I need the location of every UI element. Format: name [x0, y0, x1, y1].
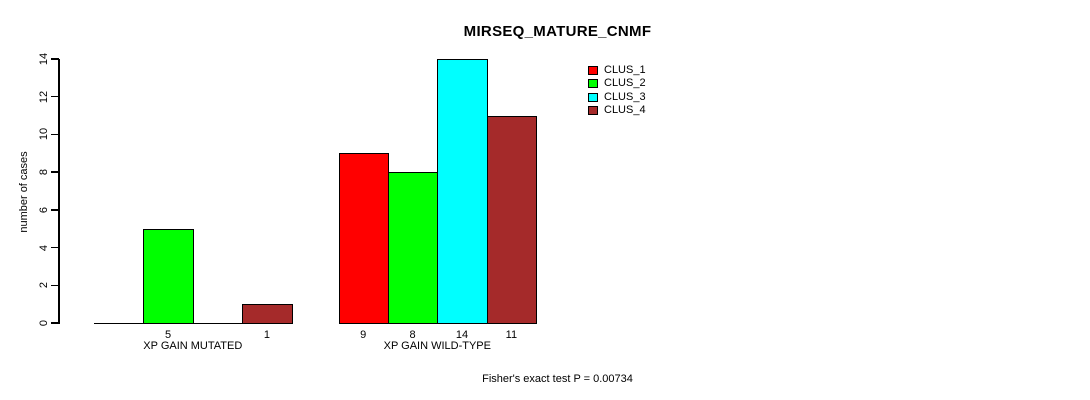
bar-value-label: 11: [505, 329, 518, 341]
legend: CLUS_1 CLUS_2 CLUS_3 CLUS_4: [588, 64, 646, 117]
legend-swatch-clus_2: [588, 79, 598, 89]
x-axis-group-label: XP GAIN MUTATED: [143, 340, 243, 352]
y-axis-tick: [51, 209, 59, 211]
y-axis-tick: [51, 58, 59, 60]
y-axis-tick-label: 14: [38, 52, 50, 66]
bar-value-label: 14: [455, 329, 469, 341]
y-axis-tick-label: 8: [38, 169, 50, 176]
bar-clus_3-2: [437, 59, 488, 324]
bar-clus_2-2: [387, 172, 439, 324]
legend-label: CLUS_4: [604, 104, 646, 117]
y-axis-tick-label: 4: [38, 244, 50, 251]
legend-swatch-clus_1: [588, 66, 598, 76]
y-axis-tick-label: 10: [38, 128, 50, 141]
legend-label: CLUS_2: [604, 77, 646, 90]
y-axis-tick: [51, 95, 59, 98]
y-axis-title: number of cases: [18, 151, 30, 233]
chart-title: MIRSEQ_MATURE_CNMF: [463, 23, 652, 40]
bar-value-label: 9: [360, 329, 367, 341]
legend-item: CLUS_3: [588, 91, 646, 104]
legend-item: CLUS_1: [588, 64, 646, 77]
y-axis-tick-label: 0: [38, 319, 50, 327]
legend-swatch-clus_4: [588, 106, 598, 116]
bar-clus_4-1: [242, 304, 293, 324]
legend-label: CLUS_1: [604, 64, 646, 77]
bar-clus_4-2: [486, 115, 538, 324]
bar-clus_2-1: [143, 228, 194, 324]
y-axis-tick-label: 2: [38, 282, 50, 289]
y-axis-tick: [51, 322, 59, 324]
fisher-test-annotation: Fisher's exact test P = 0.00734: [482, 373, 633, 385]
y-axis-tick-label: 12: [38, 90, 50, 103]
legend-label: CLUS_3: [604, 90, 646, 103]
legend-swatch-clus_3: [588, 92, 598, 102]
bar-value-label: 1: [263, 329, 270, 341]
y-axis-tick-label: 6: [38, 206, 50, 213]
y-axis-tick: [51, 133, 59, 136]
legend-item: CLUS_4: [588, 104, 646, 117]
y-axis-line: [58, 59, 60, 324]
bar-clus_1-2: [338, 153, 389, 324]
y-axis-tick: [51, 284, 59, 287]
y-axis-tick: [51, 171, 59, 173]
bar-value-label: 8: [409, 329, 416, 341]
y-axis-tick: [51, 246, 59, 249]
bar-value-label: 5: [165, 329, 172, 341]
x-axis-group-label: XP GAIN WILD-TYPE: [383, 340, 491, 352]
legend-item: CLUS_2: [588, 77, 646, 90]
